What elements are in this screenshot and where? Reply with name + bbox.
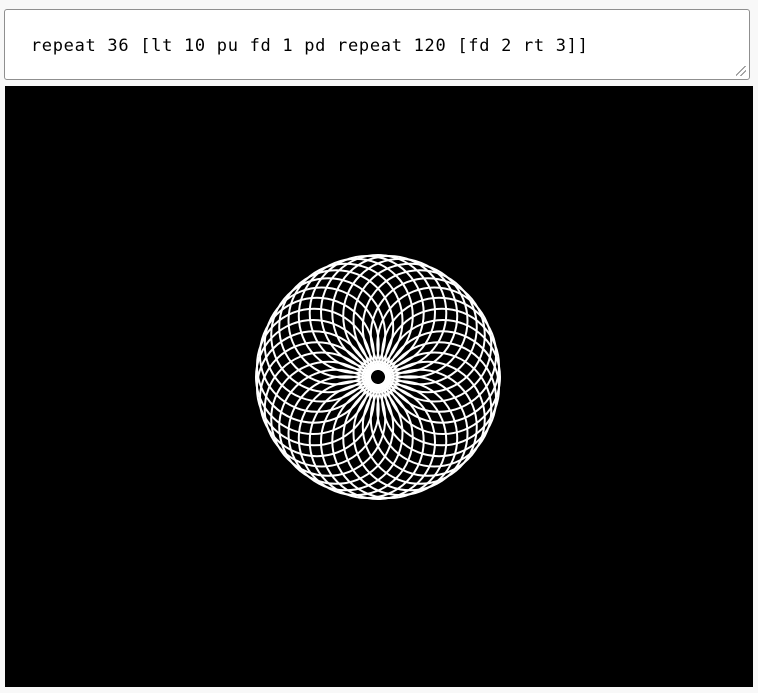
rosette-circle bbox=[263, 351, 380, 468]
rosette-circle bbox=[369, 277, 486, 394]
rosette-circle bbox=[258, 296, 375, 413]
rosette-circle bbox=[384, 307, 501, 424]
rosette-circle bbox=[308, 254, 425, 371]
rosette-circle bbox=[278, 269, 395, 386]
rosette-circle bbox=[331, 254, 448, 371]
rosette-circle bbox=[270, 360, 387, 477]
rosette-circle bbox=[361, 269, 478, 386]
rosette-circle bbox=[381, 296, 498, 413]
rosette-circle bbox=[376, 286, 493, 403]
turtle-canvas bbox=[5, 86, 753, 687]
rosette-circle bbox=[342, 257, 459, 374]
rosette-circle bbox=[352, 375, 469, 492]
rosette-circle bbox=[287, 262, 404, 379]
rosette-circle bbox=[287, 375, 404, 492]
logo-code-editor[interactable]: repeat 36 [lt 10 pu fd 1 pd repeat 120 [… bbox=[4, 9, 750, 80]
code-text: repeat 36 [lt 10 pu fd 1 pd repeat 120 [… bbox=[30, 36, 589, 56]
rosette-circle bbox=[352, 262, 469, 379]
resize-handle-icon[interactable] bbox=[736, 66, 746, 76]
rosette-drawing bbox=[255, 254, 501, 500]
rosette-circle bbox=[263, 286, 380, 403]
rosette-circle bbox=[376, 351, 493, 468]
